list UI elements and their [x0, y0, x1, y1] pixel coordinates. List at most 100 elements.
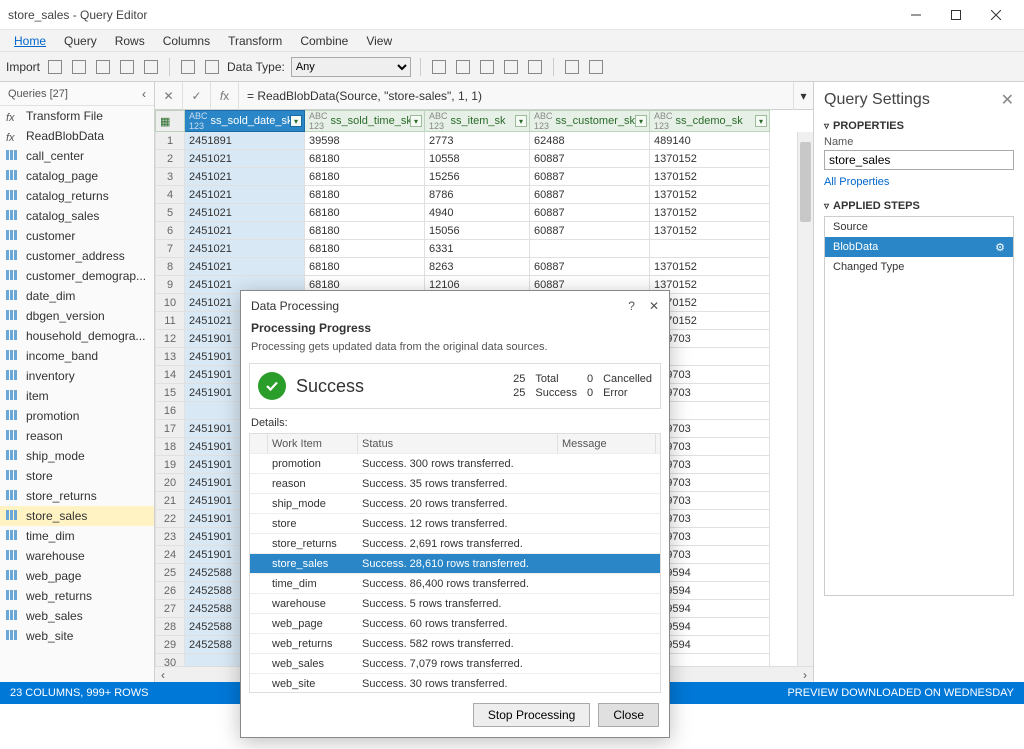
menu-home[interactable]: Home — [6, 32, 54, 50]
query-item[interactable]: time_dim — [0, 526, 154, 546]
grid-cell[interactable]: 1370152 — [650, 258, 770, 276]
row-number[interactable]: 10 — [155, 294, 185, 312]
details-row[interactable]: warehouseSuccess. 5 rows transferred. — [250, 594, 660, 614]
details-row[interactable]: store_returnsSuccess. 2,691 rows transfe… — [250, 534, 660, 554]
toolbar-icon-3[interactable] — [94, 58, 112, 76]
applied-step[interactable]: BlobData⚙ — [825, 237, 1013, 257]
grid-cell[interactable]: 2451021 — [185, 168, 305, 186]
query-item[interactable]: web_returns — [0, 586, 154, 606]
grid-cell[interactable]: 8786 — [425, 186, 530, 204]
grid-cell[interactable]: 60887 — [530, 168, 650, 186]
grid-cell[interactable]: 2451021 — [185, 222, 305, 240]
details-row[interactable]: web_pageSuccess. 60 rows transferred. — [250, 614, 660, 634]
applied-step[interactable]: Changed Type — [825, 257, 1013, 277]
row-number[interactable]: 3 — [155, 168, 185, 186]
row-number[interactable]: 21 — [155, 492, 185, 510]
row-number[interactable]: 25 — [155, 564, 185, 582]
vertical-scrollbar[interactable] — [797, 132, 813, 666]
grid-cell[interactable]: 2773 — [425, 132, 530, 150]
close-button[interactable] — [976, 1, 1016, 29]
row-number[interactable]: 7 — [155, 240, 185, 258]
row-number[interactable]: 26 — [155, 582, 185, 600]
datatype-select[interactable]: Any — [291, 57, 411, 77]
all-properties-link[interactable]: All Properties — [824, 176, 1014, 188]
menu-columns[interactable]: Columns — [155, 32, 218, 50]
column-filter-icon[interactable] — [290, 115, 302, 127]
row-number[interactable]: 14 — [155, 366, 185, 384]
grid-cell[interactable]: 60887 — [530, 186, 650, 204]
grid-cell[interactable]: 6331 — [425, 240, 530, 258]
row-number[interactable]: 2 — [155, 150, 185, 168]
grid-cell[interactable]: 2451021 — [185, 240, 305, 258]
query-item[interactable]: call_center — [0, 146, 154, 166]
details-row[interactable]: web_siteSuccess. 30 rows transferred. — [250, 674, 660, 693]
grid-cell[interactable]: 60887 — [530, 150, 650, 168]
row-number[interactable]: 19 — [155, 456, 185, 474]
query-item[interactable]: customer_address — [0, 246, 154, 266]
query-item[interactable]: household_demogra... — [0, 326, 154, 346]
details-row[interactable]: web_returnsSuccess. 582 rows transferred… — [250, 634, 660, 654]
row-number[interactable]: 27 — [155, 600, 185, 618]
grid-cell[interactable]: 68180 — [305, 240, 425, 258]
import-label[interactable]: Import — [6, 60, 40, 74]
column-header[interactable]: ABC123ss_sold_time_sk — [305, 110, 425, 132]
grid-cell[interactable]: 60887 — [530, 258, 650, 276]
menu-combine[interactable]: Combine — [292, 32, 356, 50]
dialog-help-icon[interactable]: ? — [628, 299, 635, 313]
toolbar-icon-2[interactable] — [70, 58, 88, 76]
toolbar-icon-10[interactable] — [478, 58, 496, 76]
scroll-right-icon[interactable]: › — [797, 667, 813, 683]
toolbar-icon-14[interactable] — [587, 58, 605, 76]
details-row[interactable]: storeSuccess. 12 rows transferred. — [250, 514, 660, 534]
maximize-button[interactable] — [936, 1, 976, 29]
minimize-button[interactable] — [896, 1, 936, 29]
formula-dropdown-icon[interactable]: ▾ — [793, 82, 813, 110]
cancel-formula-icon[interactable]: ✕ — [155, 82, 183, 110]
menu-view[interactable]: View — [358, 32, 400, 50]
properties-toggle-icon[interactable] — [824, 120, 829, 132]
grid-cell[interactable]: 1370152 — [650, 186, 770, 204]
grid-cell[interactable]: 15256 — [425, 168, 530, 186]
query-item[interactable]: web_page — [0, 566, 154, 586]
column-filter-icon[interactable] — [635, 115, 647, 127]
toolbar-icon-7[interactable] — [203, 58, 221, 76]
toolbar-icon-6[interactable] — [179, 58, 197, 76]
grid-cell[interactable]: 1370152 — [650, 204, 770, 222]
grid-cell[interactable]: 10558 — [425, 150, 530, 168]
grid-cell[interactable]: 68180 — [305, 168, 425, 186]
row-number[interactable]: 15 — [155, 384, 185, 402]
row-number[interactable]: 18 — [155, 438, 185, 456]
row-number[interactable]: 4 — [155, 186, 185, 204]
query-item[interactable]: warehouse — [0, 546, 154, 566]
menu-rows[interactable]: Rows — [107, 32, 153, 50]
grid-cell[interactable]: 1370152 — [650, 168, 770, 186]
grid-cell[interactable]: 2451891 — [185, 132, 305, 150]
query-item[interactable]: date_dim — [0, 286, 154, 306]
query-item[interactable]: web_site — [0, 626, 154, 646]
row-number[interactable]: 17 — [155, 420, 185, 438]
column-header[interactable]: ABC123ss_sold_date_sk — [185, 110, 305, 132]
grid-cell[interactable]: 68180 — [305, 222, 425, 240]
details-row[interactable]: store_salesSuccess. 28,610 rows transfer… — [250, 554, 660, 574]
grid-cell[interactable]: 2451021 — [185, 186, 305, 204]
row-number[interactable]: 9 — [155, 276, 185, 294]
grid-cell[interactable]: 2451021 — [185, 258, 305, 276]
grid-cell[interactable]: 2451021 — [185, 204, 305, 222]
row-number[interactable]: 5 — [155, 204, 185, 222]
query-item[interactable]: catalog_returns — [0, 186, 154, 206]
close-dialog-button[interactable]: Close — [598, 703, 659, 727]
grid-cell[interactable]: 489140 — [650, 132, 770, 150]
grid-cell[interactable]: 68180 — [305, 204, 425, 222]
query-item[interactable]: item — [0, 386, 154, 406]
toolbar-icon-13[interactable] — [563, 58, 581, 76]
collapse-icon[interactable]: ‹ — [142, 87, 146, 101]
grid-cell[interactable] — [530, 240, 650, 258]
row-number[interactable]: 29 — [155, 636, 185, 654]
query-item[interactable]: fxTransform File — [0, 106, 154, 126]
query-item[interactable]: fxReadBlobData — [0, 126, 154, 146]
query-item[interactable]: store — [0, 466, 154, 486]
gear-icon[interactable]: ⚙ — [995, 241, 1005, 254]
row-number[interactable]: 20 — [155, 474, 185, 492]
row-number[interactable]: 13 — [155, 348, 185, 366]
steps-toggle-icon[interactable] — [824, 200, 829, 212]
